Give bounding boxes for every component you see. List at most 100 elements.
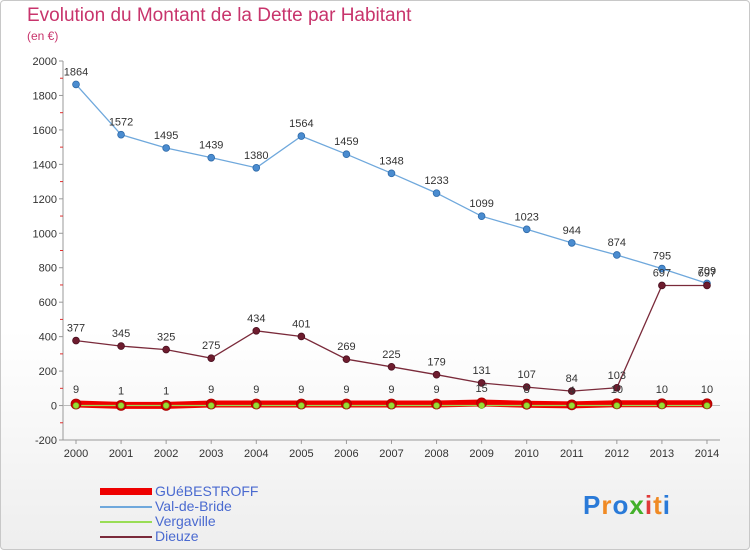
- data-point-val-de-bride: [117, 130, 125, 139]
- data-point-val-de-bride: [567, 239, 576, 247]
- data-label-guebestroff: 1: [163, 385, 169, 397]
- data-point-vergaville: [117, 402, 125, 409]
- data-label-guebestroff: 9: [433, 384, 439, 396]
- data-point-vergaville: [388, 402, 395, 409]
- data-label-guebestroff: 9: [343, 384, 349, 396]
- data-point-dieuze: [297, 332, 306, 341]
- x-tick-label: 2003: [199, 448, 223, 460]
- logo-letter: P: [583, 490, 602, 520]
- data-label-dieuze: 225: [382, 349, 400, 361]
- data-point-vergaville: [433, 402, 440, 409]
- logo-letter: o: [612, 490, 630, 520]
- x-tick-label: 2005: [289, 448, 313, 460]
- data-point-vergaville: [72, 402, 80, 409]
- data-point-val-de-bride: [297, 132, 306, 140]
- x-tick-label: 2007: [379, 448, 403, 460]
- x-tick-label: 2001: [109, 448, 133, 460]
- data-point-val-de-bride: [522, 225, 531, 234]
- data-label-guebestroff: 10: [611, 384, 623, 396]
- data-label-guebestroff: 9: [253, 384, 259, 396]
- data-label-val-de-bride: 1439: [199, 140, 223, 152]
- data-label-dieuze: 269: [337, 341, 355, 353]
- data-point-val-de-bride: [162, 144, 170, 152]
- y-tick-label: -200: [35, 435, 57, 447]
- data-point-vergaville: [343, 402, 350, 409]
- data-label-val-de-bride: 1233: [424, 175, 448, 187]
- data-point-dieuze: [72, 336, 80, 345]
- data-label-val-de-bride: 1459: [334, 136, 358, 148]
- data-point-dieuze: [477, 379, 486, 387]
- y-tick-label: 1600: [33, 125, 57, 137]
- data-point-vergaville: [298, 402, 305, 409]
- data-point-vergaville: [207, 402, 215, 409]
- x-tick-label: 2006: [334, 448, 358, 460]
- data-label-dieuze: 697: [698, 267, 716, 279]
- data-label-dieuze: 131: [472, 365, 490, 377]
- data-label-guebestroff: 9: [298, 384, 304, 396]
- y-tick-label: 1800: [33, 90, 57, 102]
- data-label-guebestroff: 9: [388, 384, 394, 396]
- data-point-val-de-bride: [613, 251, 621, 259]
- data-point-val-de-bride: [432, 189, 441, 197]
- legend-label-vergaville: Vergaville: [155, 513, 216, 529]
- data-label-guebestroff: 10: [701, 384, 713, 396]
- data-point-vergaville: [523, 402, 531, 409]
- y-tick-label: 1000: [33, 228, 57, 240]
- data-point-dieuze: [567, 387, 576, 395]
- data-point-val-de-bride: [387, 169, 396, 178]
- legend-label-val-de-bride: Val-de-Bride: [155, 498, 232, 514]
- data-label-guebestroff: 1: [118, 385, 124, 397]
- data-label-val-de-bride: 1495: [154, 130, 178, 142]
- y-tick-label: 600: [39, 297, 57, 309]
- data-point-val-de-bride: [207, 153, 216, 162]
- data-label-dieuze: 275: [202, 340, 220, 352]
- x-tick-label: 2011: [560, 448, 584, 460]
- data-label-dieuze: 697: [653, 267, 671, 279]
- y-tick-label: 800: [39, 263, 57, 275]
- x-tick-label: 2008: [424, 448, 448, 460]
- data-label-dieuze: 345: [112, 328, 130, 340]
- y-tick-label: 400: [39, 332, 57, 344]
- logo-letter: i: [644, 490, 654, 520]
- data-point-val-de-bride: [342, 150, 351, 158]
- data-point-val-de-bride: [72, 80, 80, 89]
- data-label-val-de-bride: 874: [608, 237, 626, 249]
- data-label-dieuze: 179: [427, 357, 445, 369]
- logo-letter: x: [629, 490, 645, 520]
- data-label-dieuze: 325: [157, 332, 175, 344]
- y-tick-label: 1400: [33, 159, 57, 171]
- logo-letter: i: [662, 490, 671, 520]
- data-point-dieuze: [342, 355, 351, 364]
- legend-label-guebestroff: GUéBESTROFF: [155, 483, 259, 499]
- data-label-val-de-bride: 1023: [514, 211, 538, 223]
- data-label-val-de-bride: 1564: [289, 118, 313, 130]
- data-label-val-de-bride: 1572: [109, 117, 133, 129]
- legend-label-dieuze: Dieuze: [155, 528, 199, 544]
- logo-letter: t: [653, 490, 663, 520]
- x-tick-label: 2013: [650, 448, 674, 460]
- data-label-val-de-bride: 795: [653, 251, 671, 263]
- x-tick-label: 2000: [64, 448, 88, 460]
- x-tick-label: 2014: [695, 448, 719, 460]
- y-tick-label: 0: [51, 401, 57, 413]
- data-label-guebestroff: 9: [208, 384, 214, 396]
- chart-subtitle: (en €): [27, 29, 59, 43]
- data-point-val-de-bride: [252, 164, 261, 172]
- data-point-vergaville: [658, 402, 666, 409]
- data-label-val-de-bride: 944: [563, 225, 581, 237]
- data-point-dieuze: [117, 342, 125, 350]
- data-point-dieuze: [252, 326, 261, 335]
- data-point-dieuze: [207, 354, 216, 362]
- data-point-dieuze: [658, 281, 666, 290]
- data-point-vergaville: [568, 402, 576, 409]
- data-point-vergaville: [703, 402, 711, 409]
- data-point-vergaville: [478, 402, 485, 409]
- x-tick-label: 2009: [469, 448, 493, 460]
- x-tick-label: 2004: [244, 448, 268, 460]
- series-line-val-de-bride: [75, 83, 708, 285]
- data-label-dieuze: 107: [518, 369, 536, 381]
- logo-letter: r: [601, 490, 613, 520]
- data-point-dieuze: [522, 383, 531, 391]
